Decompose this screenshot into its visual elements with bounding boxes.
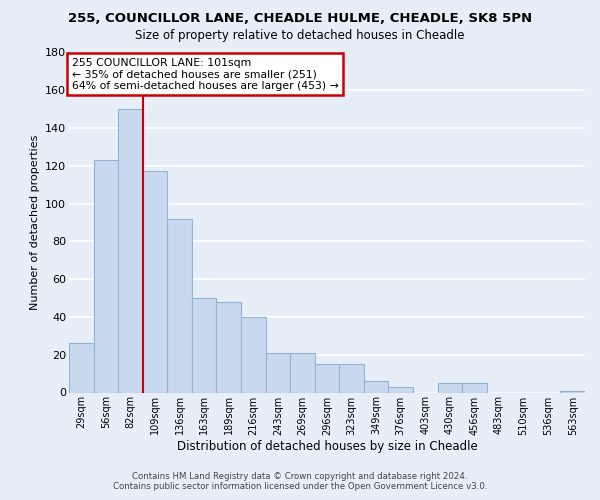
Bar — [167, 218, 192, 392]
Bar — [143, 172, 167, 392]
Text: 255, COUNCILLOR LANE, CHEADLE HULME, CHEADLE, SK8 5PN: 255, COUNCILLOR LANE, CHEADLE HULME, CHE… — [68, 12, 532, 24]
Text: 255 COUNCILLOR LANE: 101sqm
← 35% of detached houses are smaller (251)
64% of se: 255 COUNCILLOR LANE: 101sqm ← 35% of det… — [71, 58, 338, 91]
Bar — [192, 298, 217, 392]
Bar — [462, 383, 487, 392]
X-axis label: Distribution of detached houses by size in Cheadle: Distribution of detached houses by size … — [176, 440, 478, 453]
Bar — [315, 364, 339, 392]
Y-axis label: Number of detached properties: Number of detached properties — [29, 135, 40, 310]
Bar — [437, 383, 462, 392]
Bar — [290, 353, 315, 393]
Bar — [266, 353, 290, 393]
Bar — [94, 160, 118, 392]
Text: Size of property relative to detached houses in Cheadle: Size of property relative to detached ho… — [135, 28, 465, 42]
Bar — [118, 109, 143, 393]
Bar — [217, 302, 241, 392]
Bar — [69, 344, 94, 392]
Bar — [241, 317, 266, 392]
Bar — [560, 390, 585, 392]
Bar — [364, 381, 388, 392]
Bar — [388, 387, 413, 392]
Text: Contains HM Land Registry data © Crown copyright and database right 2024.
Contai: Contains HM Land Registry data © Crown c… — [113, 472, 487, 491]
Bar — [339, 364, 364, 392]
